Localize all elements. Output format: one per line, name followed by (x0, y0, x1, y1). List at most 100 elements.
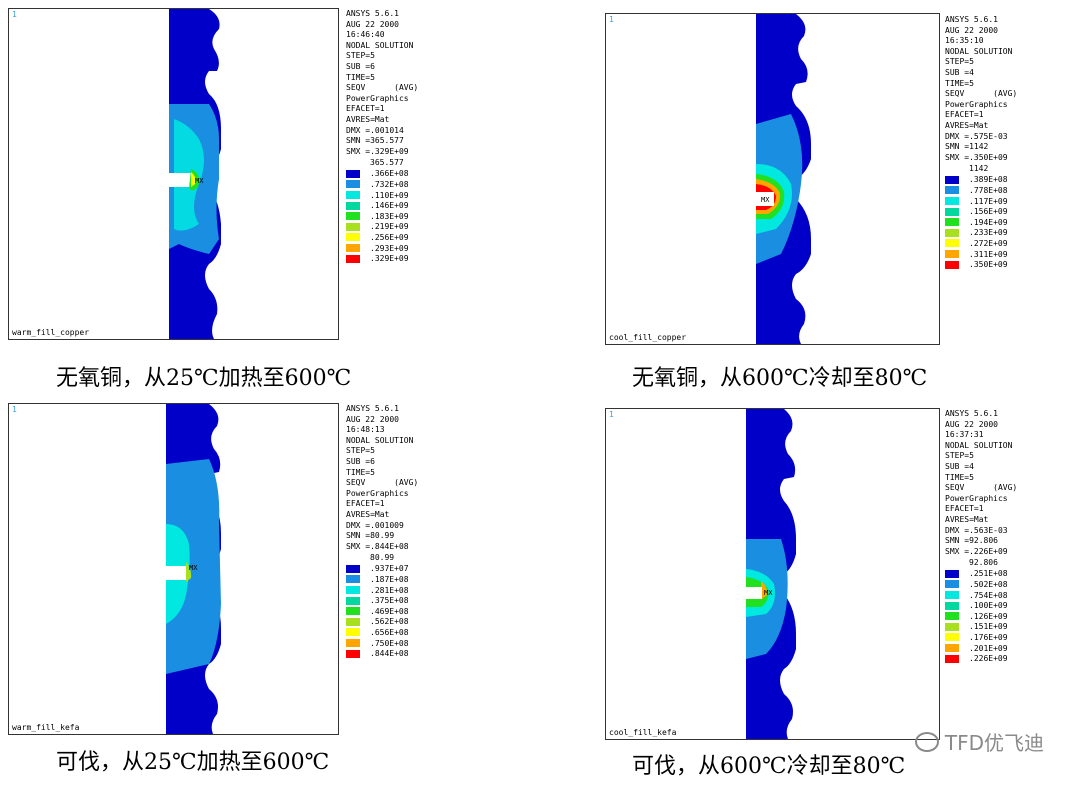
model-label: warm_fill_kefa (12, 723, 80, 732)
legend-entry: .562E+08 (346, 617, 409, 628)
legend-entry: .350E+09 (945, 259, 1008, 270)
legend-swatch (945, 260, 959, 269)
legend-swatch (346, 607, 360, 616)
legend-swatch (346, 244, 360, 253)
info-line: ANSYS 5.6.1 (945, 409, 998, 418)
legend-entry: .117E+09 (945, 196, 1008, 207)
legend-entry: .732E+08 (346, 179, 409, 190)
info-line: DMX =.001009 (346, 520, 404, 530)
legend-entry: .502E+08 (945, 579, 1008, 590)
legend-value: .117E+09 (969, 196, 1008, 206)
legend-value: .176E+09 (969, 632, 1008, 642)
legend-entry: .233E+09 (945, 228, 1008, 239)
legend-entry: .656E+08 (346, 627, 409, 638)
legend-entry: .194E+09 (945, 217, 1008, 228)
legend-value: .656E+08 (370, 627, 409, 637)
legend-entry: .110E+09 (346, 190, 409, 201)
legend-swatch (945, 569, 959, 578)
info-line: SUB =6 (346, 61, 375, 71)
legend-entry: .389E+08 (945, 175, 1008, 186)
legend-value: .194E+09 (969, 217, 1008, 227)
info-line: SUB =6 (346, 456, 375, 466)
info-line: TIME=5 (346, 72, 375, 82)
mx-marker: MX (764, 589, 773, 597)
legend-swatch (945, 228, 959, 237)
plot-frame: 1 MX warm_fill_kefa (8, 403, 339, 735)
solution-info: ANSYS 5.6.1 AUG 22 2000 16:46:40 NODAL SOLU… (346, 9, 418, 157)
legend-swatch (945, 207, 959, 216)
legend-entry: .146E+09 (346, 200, 409, 211)
info-line: AVRES=Mat (346, 509, 390, 519)
slot (746, 587, 762, 599)
info-line: SMN =92.806 (945, 536, 998, 546)
caption: 可伐，从25℃加热至600℃ (56, 750, 330, 775)
color-legend: 92.806.251E+08.502E+08.754E+08.100E+09.1… (945, 558, 1008, 664)
legend-value: .281E+08 (370, 585, 409, 595)
info-line: SMN =365.577 (346, 136, 404, 146)
legend-min: 365.577 (370, 158, 404, 167)
legend-value: .750E+08 (370, 638, 409, 648)
legend-value: .469E+08 (370, 606, 409, 616)
info-line: DMX =.001014 (346, 125, 404, 135)
info-line: SMN =1142 (945, 142, 989, 152)
info-line: NODAL SOLUTION (945, 46, 1013, 56)
legend-entry: .311E+09 (945, 249, 1008, 260)
legend-value: .844E+08 (370, 649, 409, 659)
info-line: AVRES=Mat (945, 120, 989, 130)
info-line: EFACET=1 (945, 504, 984, 514)
legend-swatch (945, 239, 959, 248)
info-line: SMN =80.99 (346, 531, 395, 541)
legend-value: .562E+08 (370, 617, 409, 627)
legend-min: 80.99 (370, 553, 395, 562)
info-line: DMX =.563E-03 (945, 525, 1008, 535)
stress-contour-plot: MX (756, 14, 811, 344)
legend-value: .272E+09 (969, 238, 1008, 248)
legend-swatch (945, 218, 959, 227)
legend-entry: .937E+07 (346, 564, 409, 575)
info-line: DMX =.575E-03 (945, 131, 1008, 141)
legend-entry: .183E+09 (346, 211, 409, 222)
legend-value: .329E+09 (370, 254, 409, 264)
stress-peak (186, 562, 192, 582)
slot (166, 566, 186, 580)
legend-entry: .778E+08 (945, 185, 1008, 196)
info-line: 16:46:40 (346, 30, 385, 40)
info-line: EFACET=1 (945, 110, 984, 120)
info-line: TIME=5 (945, 78, 974, 88)
legend-min: 92.806 (969, 558, 998, 567)
legend-value: .937E+07 (370, 564, 409, 574)
legend-value: .100E+09 (969, 601, 1008, 611)
slot (756, 192, 774, 206)
info-line: PowerGraphics (346, 488, 409, 498)
legend-swatch (346, 586, 360, 595)
legend-swatch (945, 644, 959, 653)
legend-swatch (346, 212, 360, 221)
legend-swatch (945, 633, 959, 642)
model-label: cool_fill_copper (609, 333, 687, 342)
legend-value: .110E+09 (370, 190, 409, 200)
legend-value: .219E+09 (370, 222, 409, 232)
legend-value: .366E+08 (370, 169, 409, 179)
legend-entry: .750E+08 (346, 638, 409, 649)
legend-value: .311E+09 (969, 249, 1008, 259)
info-line: AUG 22 2000 (346, 414, 399, 424)
model-label: warm_fill_copper (12, 328, 90, 337)
legend-min: 1142 (969, 164, 989, 173)
info-line: SMX =.350E+09 (945, 152, 1008, 162)
stress-contour-plot: MX (166, 404, 221, 734)
info-line: AUG 22 2000 (945, 419, 998, 429)
legend-entry: .219E+09 (346, 222, 409, 233)
mx-marker: MX (189, 564, 198, 572)
info-line: AVRES=Mat (945, 514, 989, 524)
legend-swatch (945, 622, 959, 631)
info-line: PowerGraphics (945, 99, 1008, 109)
color-legend: 80.99 .937E+07.187E+08.281E+08.375E+08.46… (346, 553, 409, 659)
legend-swatch (346, 191, 360, 200)
info-line: EFACET=1 (346, 499, 385, 509)
plot-frame: 1 MX cool_fill_kefa (605, 408, 940, 740)
stress-zone-low (166, 459, 221, 674)
legend-swatch (346, 169, 360, 178)
legend-entry: .251E+08 (945, 569, 1008, 580)
legend-entry: .226E+09 (945, 653, 1008, 664)
window-number: 1 (609, 410, 614, 419)
